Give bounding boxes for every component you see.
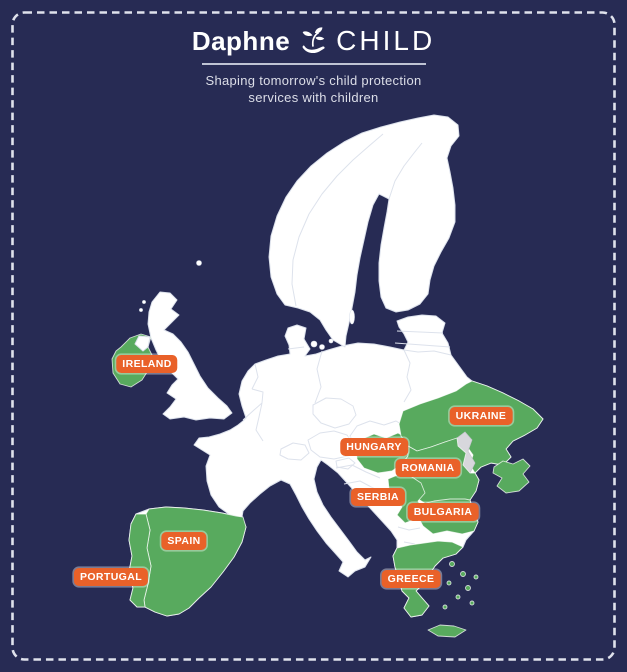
country-label-ireland: IRELAND (116, 355, 178, 373)
brand-name-bold: Daphne (191, 25, 291, 56)
border-netherlands-germany (251, 363, 259, 390)
country-label-spain: SPAIN (161, 532, 207, 550)
country-label-bulgaria: BULGARIA (407, 503, 479, 521)
border-sweden-finland (388, 142, 423, 200)
country-label-portugal: PORTUGAL (73, 568, 149, 586)
island-hebrides-2 (139, 308, 143, 312)
border-norway-sweden (291, 133, 384, 307)
header: Daphne CHILD Shaping tomorrow's child pr… (0, 24, 627, 106)
country-label-ukraine: UKRAINE (449, 407, 513, 425)
country-czechia (312, 397, 357, 429)
border-germany-poland (314, 350, 323, 404)
region-crimea (492, 458, 531, 494)
greek-islands (442, 561, 479, 610)
country-scandinavia (268, 114, 460, 348)
region-northern-ireland (134, 335, 151, 352)
island-zealand (310, 340, 318, 348)
border-poland-east (403, 349, 412, 403)
border-france-germany (255, 402, 264, 442)
country-spain (143, 506, 247, 617)
border-macedonia-albania (397, 526, 421, 545)
brand-name-light: CHILD (336, 25, 436, 56)
country-switzerland (279, 442, 310, 461)
tagline-line2: services with children (248, 90, 379, 106)
country-label-hungary: HUNGARY (340, 438, 408, 456)
country-label-greece: GREECE (381, 570, 441, 588)
country-slovenia (335, 457, 356, 470)
island-crete (427, 624, 467, 638)
island-gotland (349, 309, 355, 325)
island-funen (319, 344, 325, 350)
border-baltics-belarus (403, 349, 452, 356)
dashed-border-frame (11, 11, 616, 661)
border-belgium (242, 388, 264, 421)
island-shetland (196, 260, 202, 266)
border-germany-denmark (287, 346, 305, 350)
country-label-romania: ROMANIA (395, 459, 461, 477)
logo-divider (201, 63, 426, 65)
brand-logo: Daphne CHILD (0, 24, 627, 58)
border-estonia-latvia (396, 330, 444, 334)
island-bornholm (328, 338, 334, 344)
tagline: Shaping tomorrow's child protection serv… (0, 72, 627, 106)
seedling-hand-icon (297, 26, 329, 56)
country-label-serbia: SERBIA (350, 488, 406, 506)
island-hebrides-1 (142, 300, 146, 304)
border-latvia-lithuania (394, 342, 451, 348)
tagline-line1: Shaping tomorrow's child protection (205, 73, 422, 88)
